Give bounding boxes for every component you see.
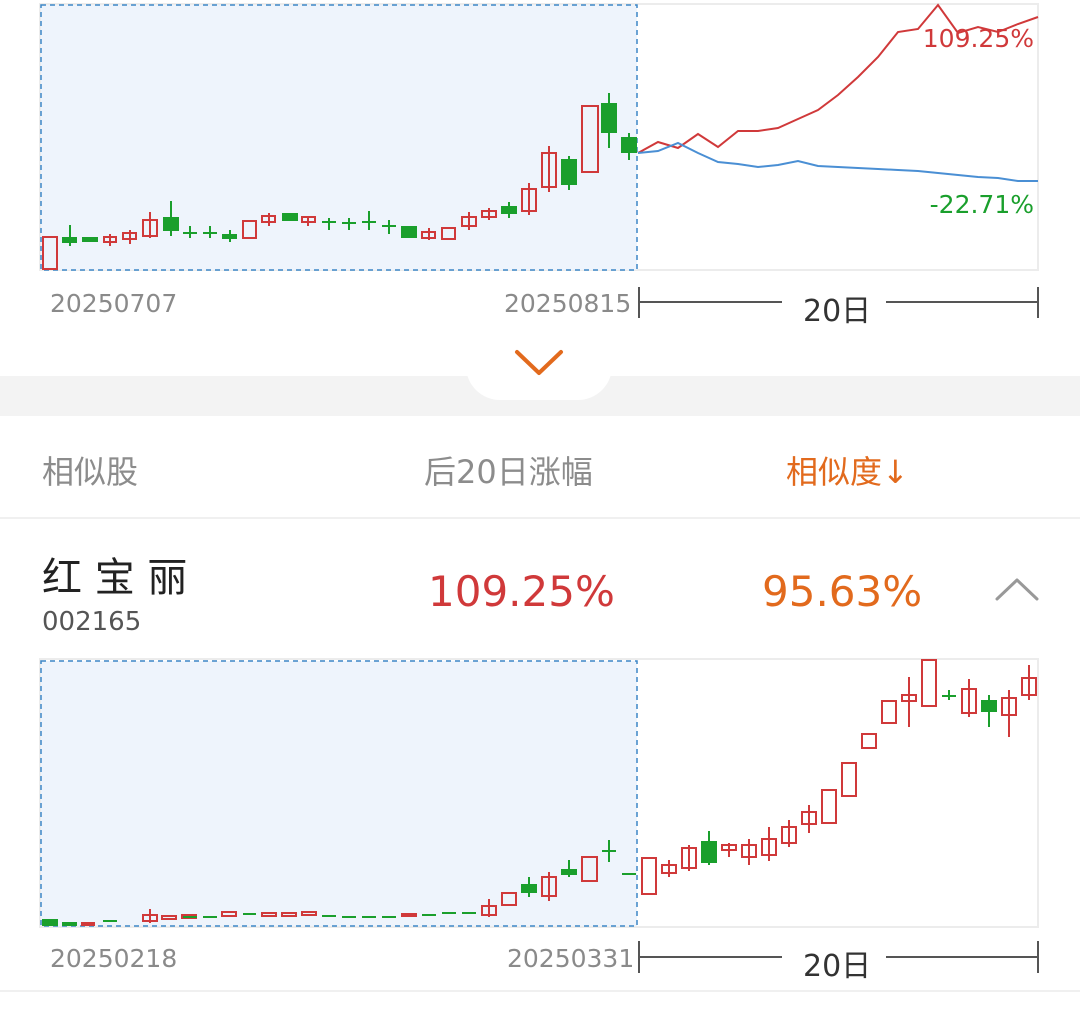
row-divider (0, 990, 1080, 992)
stock-row[interactable]: 红 宝 丽 002165 109.25% 95.63% (0, 519, 1080, 989)
down-percent-label: -22.71% (929, 190, 1034, 219)
top-chart-svg (39, 3, 1039, 318)
stock-candles-down (42, 690, 997, 926)
top-candles-down (62, 93, 637, 246)
stock-change: 109.25% (428, 567, 615, 616)
top-similarity-chart: 109.25% -22.71% 20250707 20250815 20日 (0, 0, 1080, 330)
col-header-stock[interactable]: 相似股 (42, 453, 139, 491)
stock-end-date: 20250331 (507, 944, 635, 973)
top-span-ruler (638, 287, 1039, 318)
stock-span-label: 20日 (803, 949, 872, 984)
lower-projection-line (637, 141, 1038, 182)
stock-span-ruler (638, 941, 1039, 973)
top-start-date: 20250707 (50, 289, 178, 318)
chart-frame (39, 658, 1039, 928)
col-header-similarity[interactable]: 相似度↓ (786, 453, 909, 491)
chevron-down-icon (515, 350, 563, 375)
stock-similarity: 95.63% (762, 567, 923, 616)
top-end-date: 20250815 (504, 289, 632, 318)
expand-button[interactable] (466, 332, 612, 400)
stock-chart: 20250218 20250331 20日 (0, 655, 1080, 985)
upper-projection-line (637, 3, 1039, 154)
col-header-change[interactable]: 后20日涨幅 (424, 453, 593, 491)
top-span-label: 20日 (803, 294, 872, 329)
chevron-up-icon[interactable] (994, 575, 1040, 605)
stock-name: 红 宝 丽 (42, 555, 188, 601)
up-percent-label: 109.25% (922, 24, 1034, 53)
matched-region (40, 4, 638, 271)
stock-code: 002165 (42, 607, 142, 637)
matched-region (40, 660, 638, 927)
stock-chart-svg (39, 658, 1039, 973)
stock-start-date: 20250218 (50, 944, 178, 973)
top-candles-up (42, 105, 599, 270)
header-divider (0, 517, 1080, 519)
